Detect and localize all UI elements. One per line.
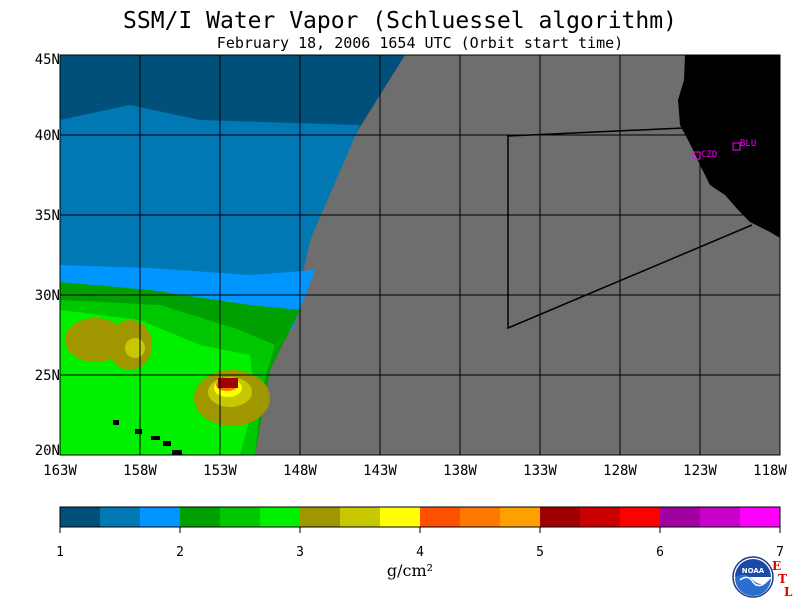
station-czd-label: CZD — [701, 150, 717, 160]
colorbar-tick-1: 1 — [56, 545, 64, 560]
moisture-yellow-mid — [125, 338, 145, 358]
colorbar-swatch — [140, 507, 181, 527]
colorbar-swatch — [740, 507, 781, 527]
lat-label-25n: 25N — [34, 368, 60, 384]
lat-label-20n: 20N — [34, 443, 60, 459]
map-frame — [59, 54, 781, 456]
lon-label-163w: 163W — [43, 463, 77, 479]
island-oahu — [135, 429, 142, 434]
colorbar-tick-3: 3 — [296, 545, 304, 560]
station-blu-label: BLU — [740, 139, 756, 149]
lon-label-118w: 118W — [753, 463, 787, 479]
lat-label-35n: 35N — [34, 208, 60, 224]
colorbar-swatch — [460, 507, 501, 527]
lon-label-128w: 128W — [603, 463, 637, 479]
etl-letter-t: T — [778, 572, 787, 586]
island-molokai — [151, 436, 160, 440]
colorbar-swatch — [380, 507, 421, 527]
colorbar-swatch — [660, 507, 701, 527]
map-title: SSM/I Water Vapor (Schluessel algorithm) — [123, 8, 677, 34]
colorbar-tick-marks — [59, 527, 781, 533]
colorbar-units: g/cm² — [386, 561, 434, 580]
lon-label-153w: 153W — [203, 463, 237, 479]
lat-label-40n: 40N — [34, 128, 60, 144]
etl-letter-l: L — [784, 585, 793, 599]
lat-label-45n: 45N — [34, 52, 60, 68]
lon-label-123w: 123W — [683, 463, 717, 479]
island-kauai — [113, 420, 119, 425]
colorbar-swatch — [300, 507, 341, 527]
lat-label-30n: 30N — [34, 288, 60, 304]
colorbar-tick-2: 2 — [176, 545, 184, 560]
colorbar-swatch — [420, 507, 461, 527]
colorbar-swatch — [540, 507, 581, 527]
colorbar-swatch — [220, 507, 261, 527]
map-subtitle: February 18, 2006 1654 UTC (Orbit start … — [216, 34, 624, 52]
colorbar-tick-7: 7 — [776, 545, 784, 560]
station-blu-marker — [732, 142, 741, 151]
etl-logo: E T L — [772, 560, 792, 599]
noaa-logo: NOAA — [732, 556, 774, 598]
island-hawaii — [172, 450, 182, 455]
colorbar-tick-6: 6 — [656, 545, 664, 560]
lon-label-148w: 148W — [283, 463, 317, 479]
lon-label-138w: 138W — [443, 463, 477, 479]
lon-label-158w: 158W — [123, 463, 157, 479]
colorbar-swatch — [620, 507, 661, 527]
lon-label-133w: 133W — [523, 463, 557, 479]
colorbar-swatch — [500, 507, 541, 527]
land-north-america — [678, 55, 780, 238]
station-czd-marker — [692, 151, 701, 160]
colorbar-swatch — [180, 507, 221, 527]
colorbar — [60, 507, 781, 527]
colorbar-tick-4: 4 — [416, 545, 424, 560]
domain-outline — [507, 127, 753, 330]
etl-letter-e: E — [772, 559, 782, 573]
colorbar-tick-5: 5 — [536, 545, 544, 560]
colorbar-swatch — [100, 507, 141, 527]
noaa-logo-text: NOAA — [742, 567, 765, 575]
colorbar-swatch — [60, 507, 101, 527]
graticule — [60, 55, 780, 455]
colorbar-swatch — [700, 507, 741, 527]
colorbar-swatch — [580, 507, 621, 527]
island-maui — [163, 441, 171, 446]
colorbar-swatch — [260, 507, 301, 527]
moisture-dark-red-core — [218, 378, 238, 388]
lon-label-143w: 143W — [363, 463, 397, 479]
colorbar-swatch — [340, 507, 381, 527]
